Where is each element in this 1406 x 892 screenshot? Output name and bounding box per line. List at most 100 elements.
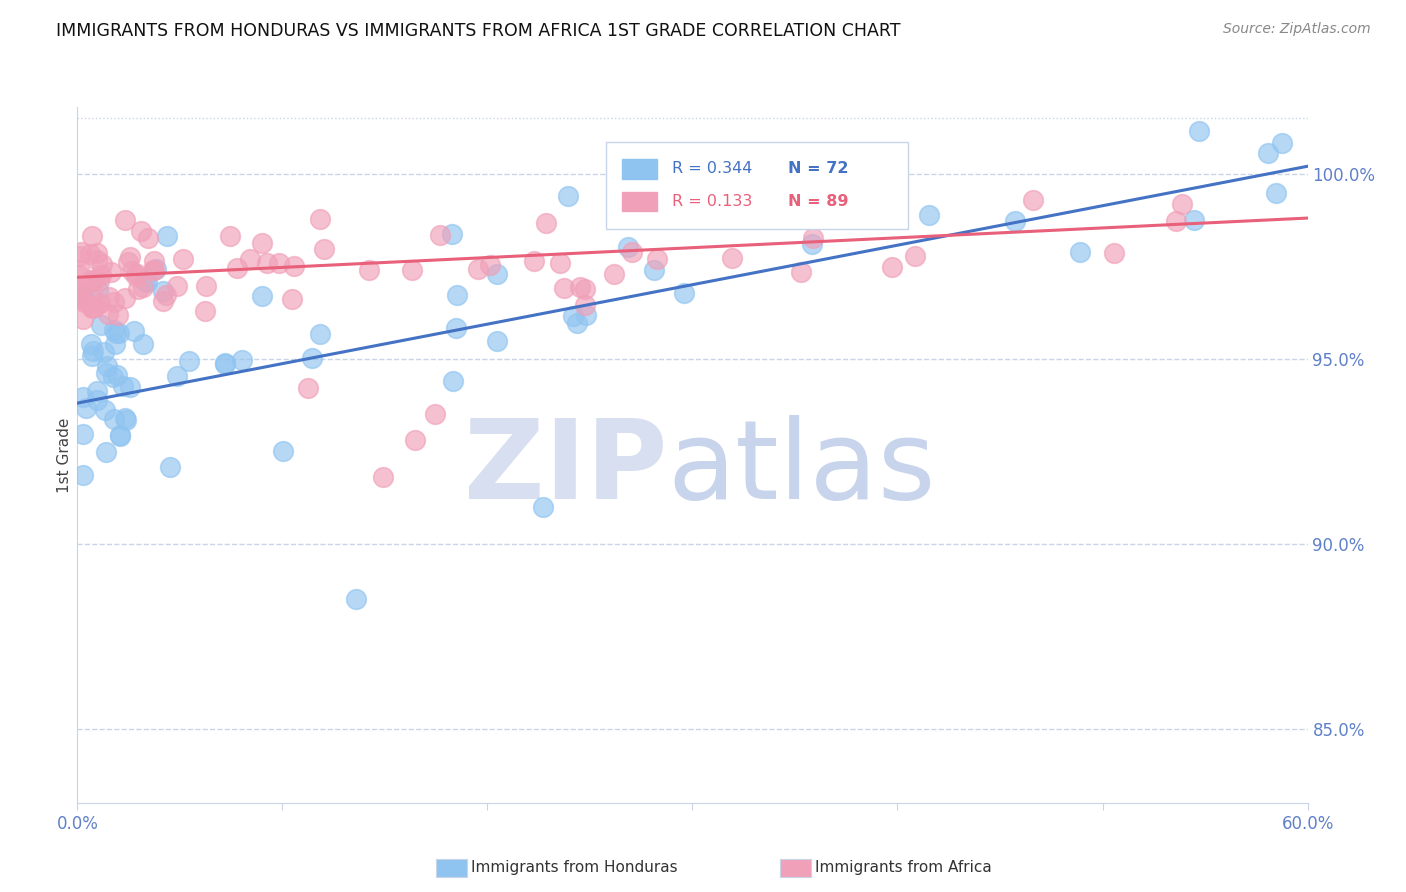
Point [79, 247, 101, 261]
Point [344, 592, 367, 607]
Point [429, 228, 451, 243]
Point [114, 411, 136, 425]
Point [145, 262, 167, 277]
Point [125, 267, 148, 281]
Point [645, 252, 668, 266]
Point [357, 263, 380, 277]
Point [250, 289, 273, 303]
Point [621, 244, 644, 259]
Point [194, 303, 217, 318]
Point [103, 323, 125, 337]
Text: Source: ZipAtlas.com: Source: ZipAtlas.com [1223, 22, 1371, 37]
Point [82, 344, 104, 359]
Point [89, 318, 111, 332]
Point [314, 243, 336, 257]
Point [75, 401, 97, 416]
Point [1022, 193, 1045, 207]
Point [121, 263, 143, 277]
Point [69, 282, 91, 296]
Point [256, 256, 278, 270]
Point [82, 300, 104, 314]
Point [90, 268, 112, 282]
Point [67, 263, 90, 277]
Point [132, 337, 155, 351]
Point [575, 309, 598, 323]
Point [67, 268, 90, 282]
Point [69, 244, 91, 259]
Point [97, 307, 120, 321]
Point [118, 251, 141, 265]
Point [117, 255, 139, 269]
Point [114, 291, 136, 305]
Point [1271, 136, 1294, 151]
Point [801, 231, 824, 245]
Point [94, 402, 117, 417]
Point [194, 279, 217, 293]
Point [1164, 214, 1187, 228]
Point [239, 252, 262, 267]
Point [86, 253, 108, 268]
Point [904, 248, 927, 262]
Point [219, 228, 242, 243]
Point [73, 294, 96, 309]
Point [301, 351, 323, 366]
Point [80, 273, 103, 287]
Point [226, 260, 249, 275]
Point [172, 252, 194, 267]
Point [70, 282, 93, 296]
Point [440, 227, 463, 241]
Point [553, 280, 575, 294]
Point [70, 288, 93, 302]
Text: Immigrants from Africa: Immigrants from Africa [815, 861, 993, 875]
Point [67, 292, 90, 306]
Point [166, 368, 188, 383]
Point [94, 366, 117, 380]
Point [567, 316, 589, 330]
Point [1182, 213, 1205, 227]
Point [444, 321, 467, 335]
Point [309, 211, 332, 226]
Point [103, 295, 125, 310]
Y-axis label: 1st Grade: 1st Grade [56, 417, 72, 492]
Point [800, 237, 823, 252]
Point [72, 311, 94, 326]
Point [557, 189, 579, 203]
Point [602, 267, 624, 281]
Point [882, 260, 904, 274]
Point [100, 265, 122, 279]
Point [271, 444, 294, 458]
Point [673, 286, 696, 301]
Point [86, 245, 108, 260]
Point [142, 263, 165, 277]
Point [267, 255, 290, 269]
Point [143, 263, 166, 277]
Point [67, 291, 90, 305]
Point [114, 213, 136, 227]
Point [80, 229, 103, 244]
Point [748, 210, 770, 224]
Point [103, 412, 125, 426]
Bar [623, 160, 657, 178]
Text: N = 89: N = 89 [789, 194, 849, 209]
Point [231, 352, 253, 367]
Point [84, 301, 107, 315]
Point [142, 253, 165, 268]
Point [94, 445, 117, 459]
Point [132, 280, 155, 294]
Point [152, 284, 174, 298]
Point [486, 334, 509, 348]
Point [107, 308, 129, 322]
Point [82, 349, 104, 363]
Point [281, 292, 304, 306]
Point [108, 429, 131, 443]
Point [136, 275, 159, 289]
Bar [623, 192, 657, 211]
Point [155, 287, 177, 301]
Point [96, 359, 118, 373]
Point [401, 262, 423, 277]
Point [1264, 186, 1286, 201]
Point [790, 265, 813, 279]
Point [214, 357, 236, 371]
Point [425, 407, 447, 421]
Point [86, 384, 108, 398]
